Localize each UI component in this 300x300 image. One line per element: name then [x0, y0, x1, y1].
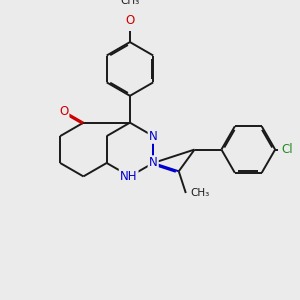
Text: CH₃: CH₃ — [120, 0, 140, 6]
Text: NH: NH — [120, 170, 137, 183]
Text: Cl: Cl — [281, 143, 293, 156]
Text: N: N — [149, 130, 158, 142]
Text: O: O — [59, 105, 68, 118]
Text: O: O — [125, 14, 135, 27]
Text: CH₃: CH₃ — [190, 188, 210, 198]
Text: N: N — [149, 157, 158, 169]
